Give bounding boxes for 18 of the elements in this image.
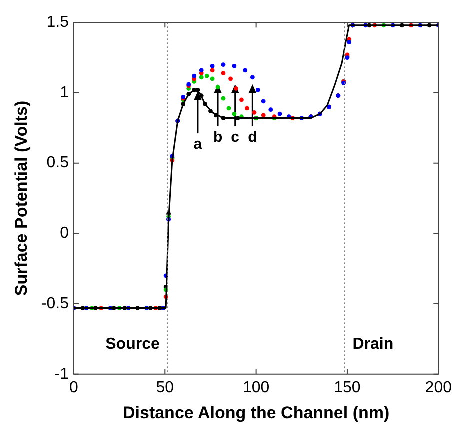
y-tick-label: 1 <box>60 84 70 102</box>
y-tick-label: 0.5 <box>46 154 70 172</box>
ref-line-label: Drain <box>352 336 394 353</box>
y-tick-label: 1.5 <box>46 14 70 32</box>
annotation: a <box>194 136 203 154</box>
x-tick-label: 100 <box>242 379 270 396</box>
x-tick-label: 150 <box>334 379 361 396</box>
x-tick-label: 50 <box>156 379 174 396</box>
x-tick-label: 200 <box>425 379 452 396</box>
y-axis-title: Surface Potential (Volts) <box>12 100 31 296</box>
x-axis-title: Distance Along the Channel (nm) <box>122 403 390 422</box>
y-tick-label: -0.5 <box>41 295 70 312</box>
annotation: b <box>213 129 223 146</box>
annotation: d <box>248 129 258 146</box>
y-tick-label: 0 <box>60 225 70 242</box>
annotation: c <box>231 129 240 146</box>
y-tick-label: -1 <box>54 366 70 383</box>
ref-line-label: Source <box>106 336 160 353</box>
